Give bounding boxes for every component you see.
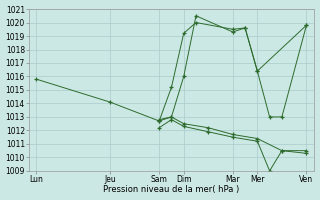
X-axis label: Pression niveau de la mer( hPa ): Pression niveau de la mer( hPa ) bbox=[103, 185, 240, 194]
